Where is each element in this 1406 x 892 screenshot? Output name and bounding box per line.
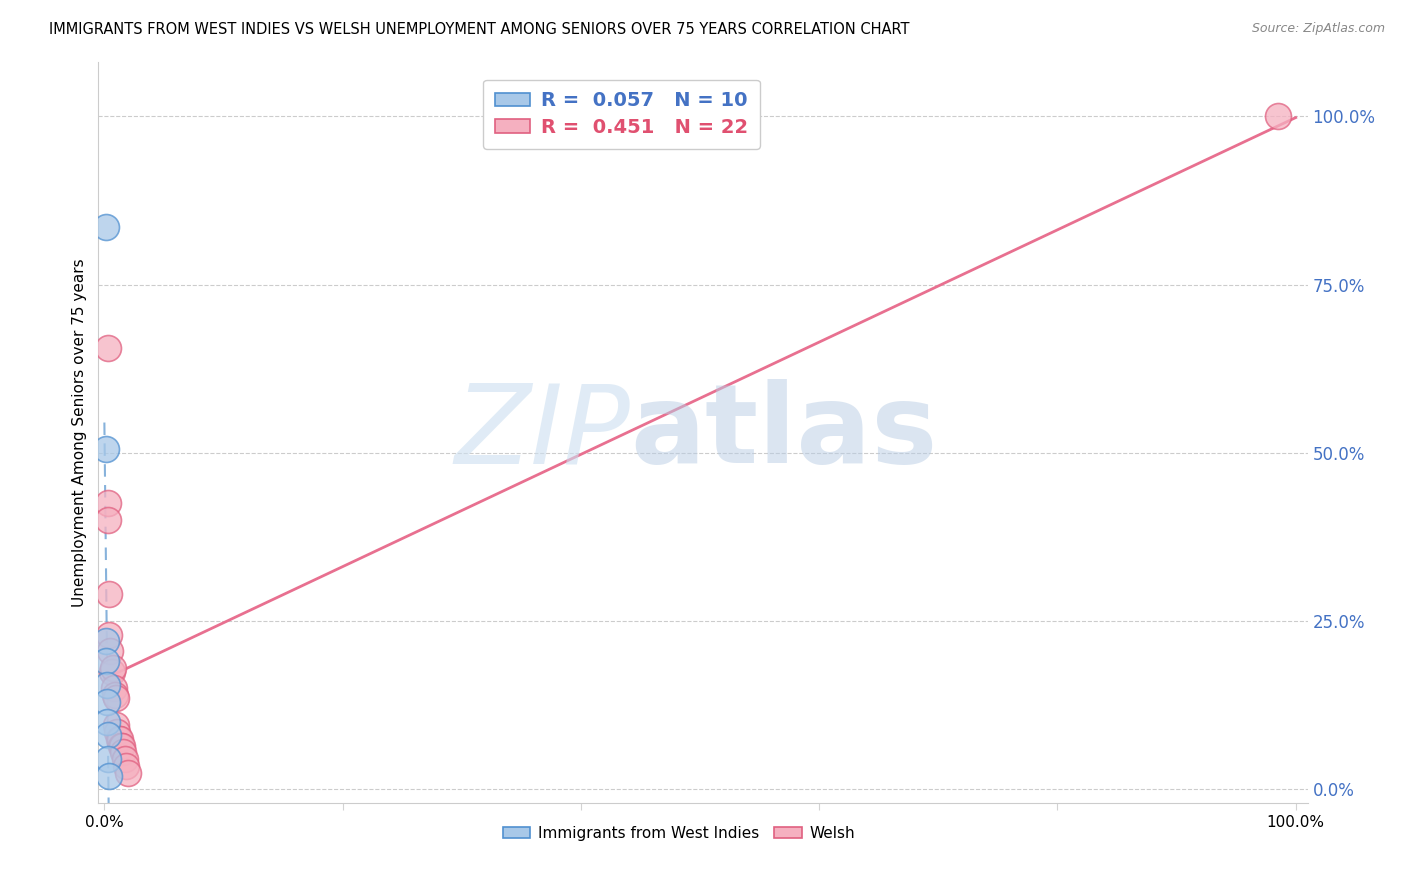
Point bbox=[97, 752, 120, 766]
Y-axis label: Unemployment Among Seniors over 75 years: Unemployment Among Seniors over 75 years bbox=[72, 259, 87, 607]
Legend: Immigrants from West Indies, Welsh: Immigrants from West Indies, Welsh bbox=[496, 820, 860, 847]
Point bbox=[110, 739, 132, 753]
Point bbox=[114, 752, 136, 766]
Point bbox=[96, 714, 118, 729]
Point bbox=[94, 220, 117, 235]
Point bbox=[97, 342, 120, 356]
Point bbox=[98, 627, 121, 641]
Point bbox=[94, 634, 117, 648]
Point bbox=[101, 661, 124, 675]
Point bbox=[96, 678, 118, 692]
Point bbox=[98, 769, 121, 783]
Point bbox=[94, 655, 117, 669]
Point bbox=[107, 725, 129, 739]
Point bbox=[105, 718, 128, 732]
Point bbox=[97, 513, 120, 527]
Text: IMMIGRANTS FROM WEST INDIES VS WELSH UNEMPLOYMENT AMONG SENIORS OVER 75 YEARS CO: IMMIGRANTS FROM WEST INDIES VS WELSH UNE… bbox=[49, 22, 910, 37]
Text: Source: ZipAtlas.com: Source: ZipAtlas.com bbox=[1251, 22, 1385, 36]
Point bbox=[111, 739, 134, 753]
Point bbox=[1267, 109, 1289, 123]
Point bbox=[98, 587, 121, 601]
Point bbox=[104, 688, 127, 702]
Point bbox=[100, 665, 122, 679]
Text: ZIP: ZIP bbox=[454, 379, 630, 486]
Point bbox=[105, 691, 128, 706]
Point bbox=[97, 496, 120, 510]
Point bbox=[97, 729, 120, 743]
Point bbox=[117, 765, 139, 780]
Point bbox=[107, 731, 129, 746]
Point bbox=[112, 745, 135, 759]
Point bbox=[94, 442, 117, 457]
Text: atlas: atlas bbox=[630, 379, 938, 486]
Point bbox=[96, 695, 118, 709]
Point bbox=[103, 681, 125, 696]
Point bbox=[114, 758, 136, 772]
Point bbox=[98, 644, 121, 658]
Point bbox=[108, 731, 131, 746]
